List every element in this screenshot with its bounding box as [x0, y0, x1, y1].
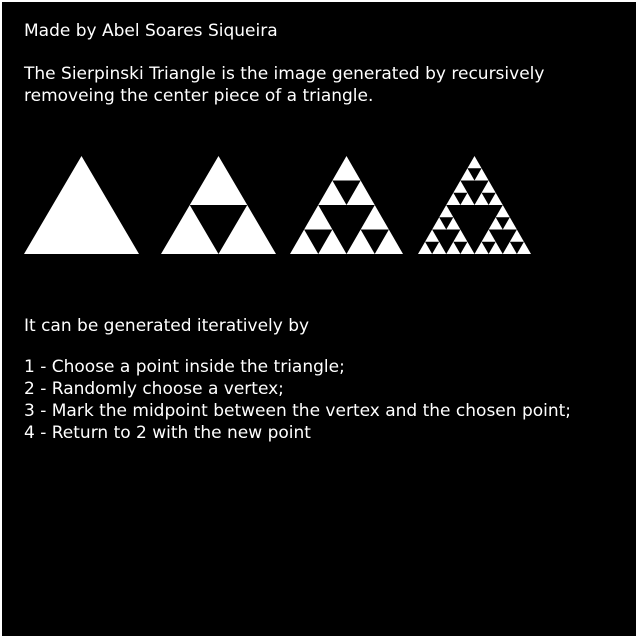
sierpinski-triangle-iteration-0 [24, 156, 139, 254]
triangle-piece [439, 205, 454, 218]
triangle-piece [460, 192, 475, 205]
description-line-1: The Sierpinski Triangle is the image gen… [24, 64, 545, 84]
triangle-piece [432, 217, 447, 230]
method-step-1: 1 - Choose a point inside the triangle; [24, 357, 345, 377]
sierpinski-triangle-iteration-3 [418, 156, 531, 254]
triangle-piece [446, 192, 461, 205]
triangle-piece [318, 180, 347, 205]
triangle-piece [488, 192, 503, 205]
triangle-piece [453, 229, 468, 242]
triangle-piece [481, 229, 496, 242]
sierpinski-triangle-iteration-2 [290, 156, 403, 254]
method-intro: It can be generated iteratively by [24, 316, 310, 336]
method-step-4: 4 - Return to 2 with the new point [24, 423, 311, 443]
method-step-3: 3 - Mark the midpoint between the vertex… [24, 401, 572, 421]
triangle-piece [460, 168, 475, 181]
triangle-piece [432, 241, 447, 254]
triangle-piece [467, 156, 482, 169]
triangle-piece [161, 205, 219, 254]
triangle-piece [460, 241, 475, 254]
triangle-piece [304, 205, 333, 230]
triangle-piece [290, 229, 319, 254]
triangle-piece [502, 241, 517, 254]
triangle-piece [481, 180, 496, 193]
triangle-piece [24, 156, 139, 254]
triangle-piece [318, 229, 347, 254]
triangle-piece [189, 156, 248, 205]
triangle-piece [509, 229, 524, 242]
triangle-piece [425, 229, 440, 242]
author-line: Made by Abel Soares Siqueira [24, 21, 278, 41]
triangle-piece [360, 205, 389, 230]
description-line-2: removeing the center piece of a triangle… [24, 86, 374, 106]
triangle-piece [346, 229, 375, 254]
triangle-piece [474, 241, 489, 254]
triangle-piece [502, 217, 517, 230]
triangle-piece [453, 180, 468, 193]
triangle-piece [446, 217, 461, 230]
triangle-piece [488, 241, 503, 254]
method-step-2: 2 - Randomly choose a vertex; [24, 379, 284, 399]
triangle-piece [332, 156, 361, 181]
triangle-piece [474, 168, 489, 181]
triangle-piece [488, 217, 503, 230]
triangle-piece [516, 241, 531, 254]
triangle-piece [495, 205, 510, 218]
triangle-piece [474, 192, 489, 205]
triangle-piece [418, 241, 433, 254]
triangle-piece [218, 205, 276, 254]
triangle-piece [346, 180, 375, 205]
sierpinski-triangle-iteration-1 [161, 156, 276, 254]
triangle-piece [446, 241, 461, 254]
triangle-piece [374, 229, 403, 254]
